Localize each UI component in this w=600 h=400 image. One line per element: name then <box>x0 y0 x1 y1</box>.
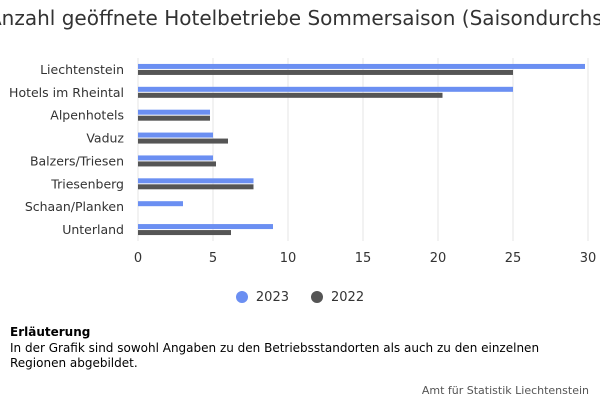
bar-liechtenstein-2022[interactable] <box>138 69 513 75</box>
bar-balzers-triesen-2022[interactable] <box>138 161 216 167</box>
bar-alpenhotels-2023[interactable] <box>138 109 210 115</box>
x-tick-label-5: 5 <box>209 251 217 266</box>
bar-hotels-im-rheintal-2023[interactable] <box>138 86 513 92</box>
chart-title-text: Anzahl geöffnete Hotelbetriebe Sommersai… <box>0 6 600 30</box>
bar-alpenhotels-2022[interactable] <box>138 115 210 121</box>
legend-label-2022: 2022 <box>331 289 365 305</box>
x-tick-label-30: 30 <box>580 251 597 266</box>
bar-schaan-planken-2023[interactable] <box>138 201 183 207</box>
legend-label-2023: 2023 <box>255 289 289 305</box>
category-label-liechtenstein: Liechtenstein <box>40 62 124 77</box>
bar-unterland-2023[interactable] <box>138 224 273 230</box>
bar-vaduz-2022[interactable] <box>138 138 228 144</box>
bar-triesenberg-2022[interactable] <box>138 184 254 190</box>
category-label-alpenhotels: Alpenhotels <box>50 108 124 123</box>
bar-triesenberg-2023[interactable] <box>138 178 254 184</box>
category-labels: Liechtenstein Hotels im Rheintal Alpenhote… <box>9 62 124 237</box>
legend-item-2022[interactable]: 2022 <box>311 286 364 308</box>
note-heading: Erläuterung <box>10 325 91 339</box>
legend-marker-2022 <box>311 291 323 303</box>
note-text: In der Grafik sind sowohl Angaben zu den… <box>10 341 540 370</box>
source-credit: Amt für Statistik Liechtenstein <box>421 384 589 397</box>
x-tick-label-15: 15 <box>355 251 372 266</box>
category-label-vaduz: Vaduz <box>86 131 124 146</box>
bar-vaduz-2023[interactable] <box>138 132 213 138</box>
x-tick-label-10: 10 <box>280 251 297 266</box>
legend: 2023 2022 <box>0 286 600 308</box>
x-tick-labels: 0 5 10 15 20 25 30 <box>134 251 596 266</box>
category-label-hotels-im-rheintal: Hotels im Rheintal <box>9 85 124 100</box>
category-label-unterland: Unterland <box>62 222 124 237</box>
chart-title: Anzahl geöffnete Hotelbetriebe Sommersai… <box>0 6 600 34</box>
bar-chart: Liechtenstein Hotels im Rheintal Alpenhote… <box>9 58 596 266</box>
x-tick-label-0: 0 <box>134 251 142 266</box>
category-label-balzers-triesen: Balzers/Triesen <box>30 153 124 168</box>
bar-unterland-2022[interactable] <box>138 230 231 236</box>
bar-liechtenstein-2023[interactable] <box>138 63 585 69</box>
bar-balzers-triesen-2023[interactable] <box>138 155 213 161</box>
category-label-triesenberg: Triesenberg <box>50 176 124 191</box>
legend-marker-2023 <box>235 291 248 303</box>
category-label-schaan-planken: Schaan/Planken <box>25 199 124 214</box>
bar-hotels-im-rheintal-2022[interactable] <box>138 92 443 98</box>
grid-lines <box>137 58 589 241</box>
legend-item-2023[interactable]: 2023 <box>235 286 289 308</box>
x-tick-label-20: 20 <box>430 251 447 266</box>
x-tick-label-25: 25 <box>505 251 522 266</box>
bars <box>138 63 585 236</box>
